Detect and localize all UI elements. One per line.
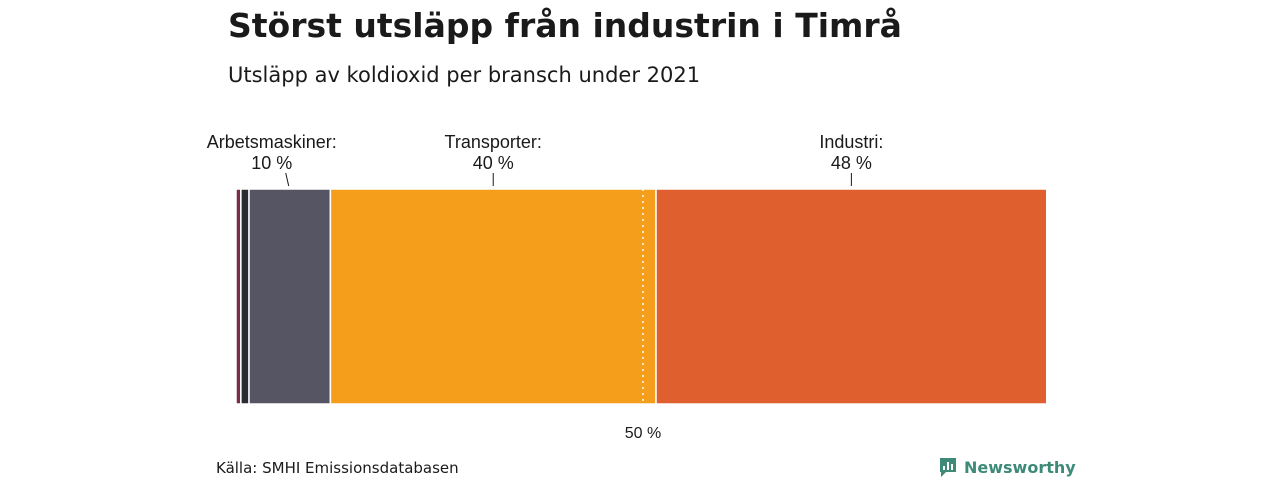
segment-name-label-4: Industri: — [819, 132, 883, 152]
source-note: Källa: SMHI Emissionsdatabasen — [216, 459, 459, 477]
segment-name-label-2: Arbetsmaskiner: — [207, 132, 337, 152]
newsworthy-logo: Newsworthy — [938, 456, 1076, 478]
bar-segment-3 — [329, 188, 657, 405]
reference-line-label: 50 % — [625, 425, 661, 442]
segment-name-label-3: Transporter: — [445, 132, 542, 152]
logo-text: Newsworthy — [964, 457, 1076, 477]
bar-segment-4 — [655, 188, 1048, 405]
bar-segment-1 — [240, 188, 250, 405]
newsworthy-logo-icon — [940, 458, 956, 477]
bar-segment-2 — [248, 188, 332, 405]
segment-leader-2 — [285, 172, 290, 187]
chart-title: Störst utsläpp från industrin i Timrå — [228, 6, 902, 45]
segment-value-label-3: 40 % — [473, 153, 514, 173]
segment-value-label-4: 48 % — [831, 153, 872, 173]
chart-subtitle: Utsläpp av koldioxid per bransch under 2… — [228, 63, 701, 87]
segment-value-label-2: 10 % — [251, 153, 292, 173]
